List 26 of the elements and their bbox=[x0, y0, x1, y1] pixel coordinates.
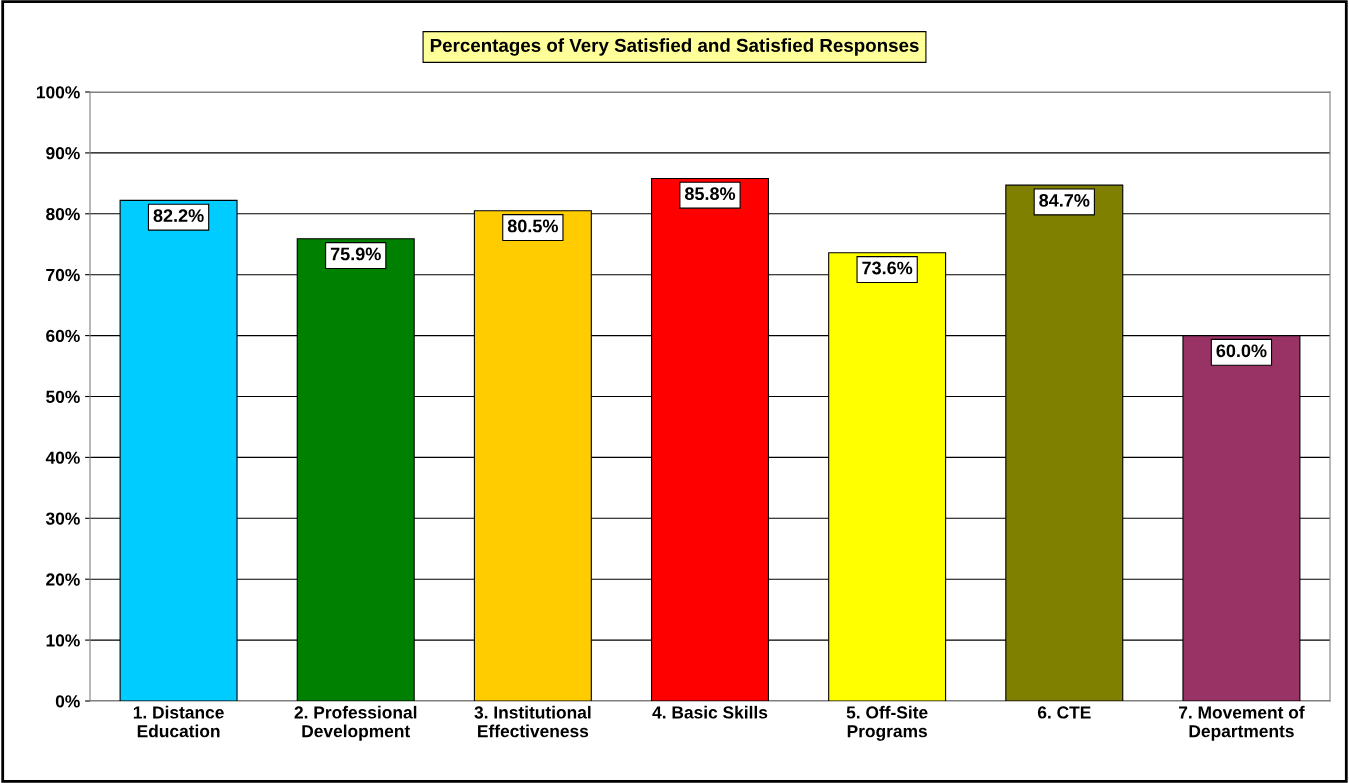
data-label: 60.0% bbox=[1216, 344, 1267, 358]
data-label: 75.9% bbox=[330, 247, 381, 261]
y-tick-label: 80% bbox=[46, 207, 80, 221]
y-tick-label: 50% bbox=[46, 390, 80, 403]
chart-title: Percentages of Very Satisfied and Satisfied Responses bbox=[430, 38, 919, 56]
x-tick-label: 5. Off-Site Programs bbox=[846, 705, 928, 741]
y-tick-label: 20% bbox=[46, 573, 80, 586]
data-label: 84.7% bbox=[1039, 193, 1090, 207]
x-tick-label: 7. Movement of Departments bbox=[1178, 705, 1305, 741]
data-label: 73.6% bbox=[862, 261, 913, 275]
y-tick-label: 40% bbox=[45, 451, 80, 464]
data-label: 82.2% bbox=[153, 209, 204, 222]
x-tick-label: 3. Institutional Effectiveness bbox=[474, 705, 591, 738]
y-tick-label: 70% bbox=[46, 268, 80, 282]
y-tick-label: 30% bbox=[45, 512, 80, 525]
data-label: 80.5% bbox=[507, 219, 558, 233]
y-tick-label: 0% bbox=[55, 695, 80, 708]
x-tick-label: 1. Distance Education bbox=[133, 705, 224, 738]
y-tick-label: 90% bbox=[46, 147, 80, 160]
y-tick-label: 100% bbox=[36, 86, 80, 99]
x-tick-label: 6. CTE bbox=[1037, 706, 1091, 719]
x-tick-label: 4. Basic Skills bbox=[652, 705, 768, 719]
y-tick-label: 10% bbox=[46, 634, 80, 647]
data-label: 85.8% bbox=[684, 187, 736, 201]
x-tick-label: 2. Professional Development bbox=[294, 705, 417, 741]
y-tick-label: 60% bbox=[46, 329, 80, 343]
